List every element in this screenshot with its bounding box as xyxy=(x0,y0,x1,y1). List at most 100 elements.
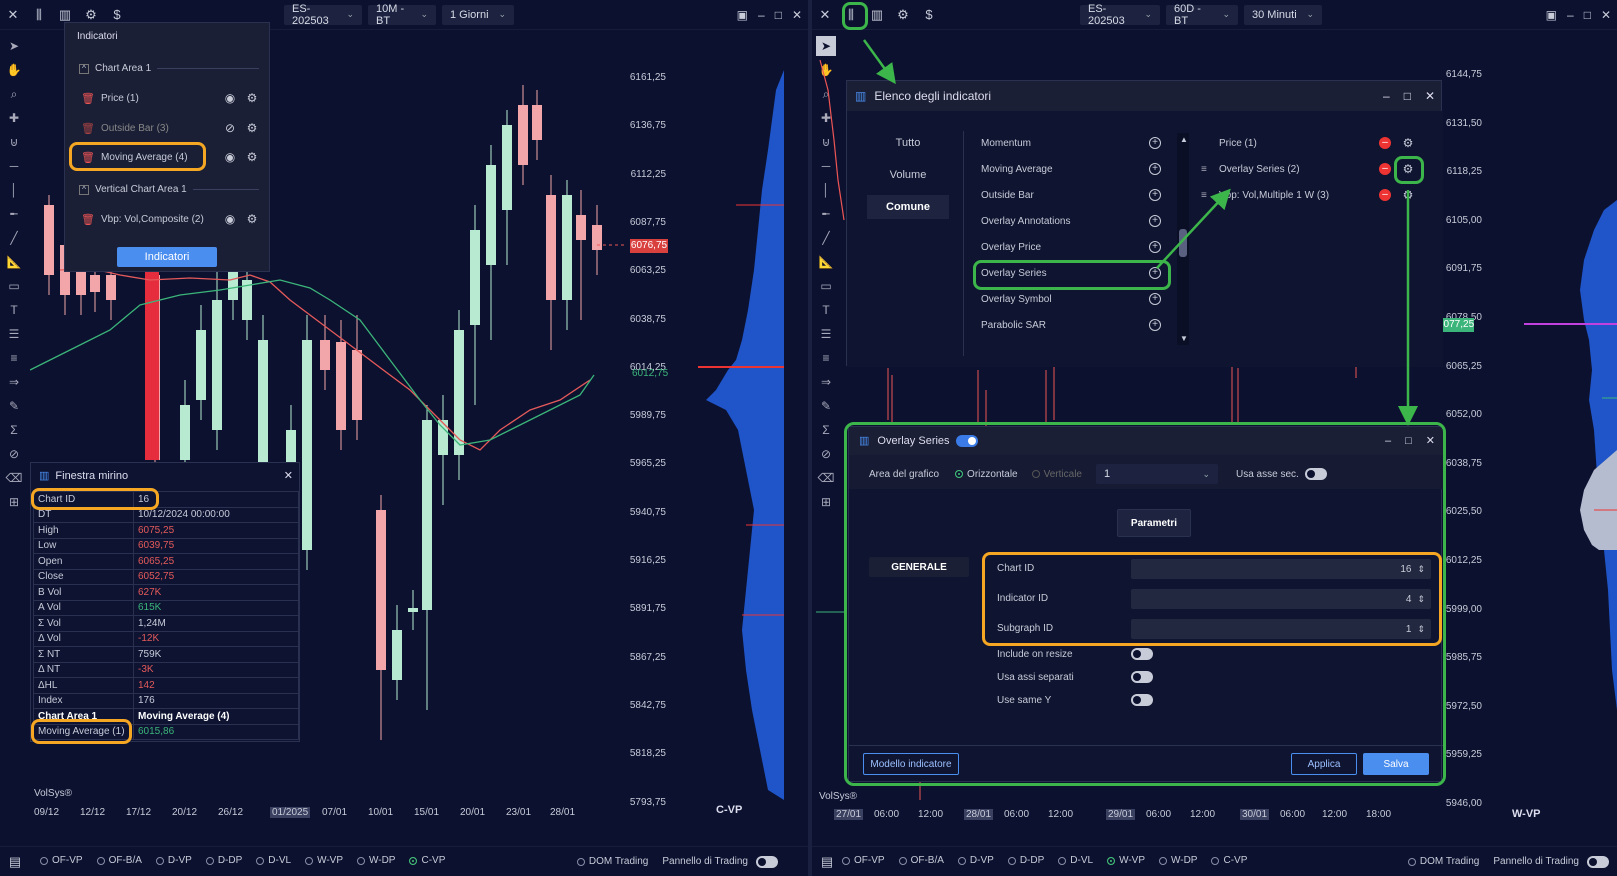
link-icon[interactable]: ⊘ xyxy=(820,447,832,461)
profile-radio[interactable]: D-VL xyxy=(256,855,291,866)
cursor-icon[interactable]: ➤ xyxy=(816,36,836,56)
profile-radio[interactable]: D-DP xyxy=(205,855,242,866)
crosshair-icon[interactable]: ✚ xyxy=(8,111,20,125)
fib-icon[interactable]: ☰ xyxy=(8,327,20,341)
rectangle-icon[interactable]: ▭ xyxy=(820,279,832,293)
collapse-icon[interactable]: ^ xyxy=(79,184,89,195)
collapse-icon[interactable]: ^ xyxy=(79,63,89,74)
option-toggle[interactable] xyxy=(1131,694,1153,706)
ray-icon[interactable]: ╾ xyxy=(822,207,830,221)
usa-asse-toggle[interactable] xyxy=(1304,468,1327,480)
add-icon[interactable]: + xyxy=(1149,293,1161,305)
profile-radio[interactable]: OF-VP xyxy=(40,855,83,866)
settings-icon[interactable]: ⚙ xyxy=(897,6,909,22)
ruler-icon[interactable]: 📐 xyxy=(818,255,834,269)
option-toggle[interactable] xyxy=(1131,671,1153,683)
drag-handle-icon[interactable]: ≡ xyxy=(1201,189,1207,201)
sum-icon[interactable]: Σ xyxy=(10,423,18,437)
pannello-toggle[interactable] xyxy=(756,855,778,868)
add-icon[interactable]: + xyxy=(1149,267,1161,279)
symbol-dropdown[interactable]: ES-202503 ⌄ xyxy=(284,3,362,27)
stepper-icon[interactable]: ⇕ xyxy=(1417,593,1425,604)
orizzontale-radio[interactable]: Orizzontale xyxy=(955,469,1018,480)
close-icon[interactable]: ✕ xyxy=(1425,435,1435,447)
add-icon[interactable]: + xyxy=(1149,319,1161,331)
text-icon[interactable]: T xyxy=(10,303,18,317)
available-indicator-item[interactable]: Outside Bar + xyxy=(981,189,1161,201)
magnet-icon[interactable]: ⊍ xyxy=(9,135,19,149)
trash-icon[interactable]: 🗑 xyxy=(81,151,95,164)
verticale-radio[interactable]: Verticale xyxy=(1031,469,1082,480)
lock-icon[interactable]: ⊞ xyxy=(820,495,832,509)
profile-radio[interactable]: OF-VP xyxy=(842,855,885,866)
profile-radio[interactable]: W-VP xyxy=(305,855,343,866)
remove-icon[interactable]: – xyxy=(1379,189,1391,201)
active-indicator-item[interactable]: Price (1) – ⚙ xyxy=(1201,136,1415,150)
arrow-icon[interactable]: ⇒ xyxy=(8,375,20,389)
indicators-icon[interactable]: ▥ xyxy=(870,6,884,22)
add-icon[interactable]: + xyxy=(1149,215,1161,227)
vertical-area-header[interactable]: ^ Vertical Chart Area 1 xyxy=(79,184,259,195)
timeframe-dropdown[interactable]: 10M - BT ⌄ xyxy=(368,3,436,27)
indicators-icon[interactable]: ▥ xyxy=(58,6,72,22)
profile-radio[interactable]: D-DP xyxy=(1007,855,1044,866)
period-dropdown[interactable]: 1 Giorni ⌄ xyxy=(442,4,514,25)
gear-icon[interactable]: ⚙ xyxy=(246,212,258,226)
sum-icon[interactable]: Σ xyxy=(822,423,830,437)
profile-radio[interactable]: OF-B/A xyxy=(96,855,142,866)
stepper-icon[interactable]: ⇕ xyxy=(1417,623,1425,634)
profile-radio[interactable]: OF-B/A xyxy=(898,855,944,866)
number-field[interactable]: 16 ⇕ xyxy=(1131,559,1431,579)
vline-icon[interactable]: │ xyxy=(10,183,18,197)
add-icon[interactable]: + xyxy=(1149,189,1161,201)
magnet-icon[interactable]: ⊍ xyxy=(821,135,831,149)
gear-icon[interactable]: ⚙ xyxy=(246,150,258,164)
stepper-icon[interactable]: ⇕ xyxy=(1417,563,1425,574)
gear-icon[interactable]: ⚙ xyxy=(1402,188,1414,202)
maximize-icon[interactable]: □ xyxy=(774,8,782,22)
vline-icon[interactable]: │ xyxy=(822,183,830,197)
remove-icon[interactable]: – xyxy=(1379,163,1391,175)
profile-radio[interactable]: W-DP xyxy=(357,855,395,866)
link-icon[interactable]: ⊘ xyxy=(8,447,20,461)
gear-icon[interactable]: ⚙ xyxy=(246,91,258,105)
number-field[interactable]: 4 ⇕ xyxy=(1131,589,1431,609)
indicator-row-price[interactable]: 🗑 Price (1) ◉ ⚙ xyxy=(81,91,259,105)
category-tutto[interactable]: Tutto xyxy=(895,137,921,149)
layout-icon[interactable]: ▣ xyxy=(736,8,748,22)
trash-icon[interactable]: 🗑 xyxy=(81,213,95,226)
trendline-icon[interactable]: ╱ xyxy=(10,231,18,245)
candles-icon[interactable]: ⫼ xyxy=(36,6,42,22)
indicator-row-moving-average[interactable]: 🗑 Moving Average (4) ◉ ⚙ xyxy=(81,150,259,164)
ruler-icon[interactable]: 📐 xyxy=(6,255,22,269)
close-window-icon[interactable]: ✕ xyxy=(1600,8,1611,22)
remove-icon[interactable]: – xyxy=(1379,137,1391,149)
profile-radio[interactable]: C-VP xyxy=(1211,855,1247,866)
number-field[interactable]: 1 ⇕ xyxy=(1131,619,1431,639)
eye-icon[interactable]: ◉ xyxy=(224,212,236,226)
category-comune[interactable]: Comune xyxy=(867,195,949,219)
chart-area-header[interactable]: ^ Chart Area 1 xyxy=(79,63,259,74)
series-enabled-toggle[interactable] xyxy=(955,434,978,447)
hline-icon[interactable]: ─ xyxy=(9,159,19,173)
period-dropdown[interactable]: 30 Minuti ⌄ xyxy=(1244,4,1322,25)
ray-icon[interactable]: ╾ xyxy=(10,207,18,221)
close-icon[interactable]: ✕ xyxy=(283,470,293,482)
close-window-icon[interactable]: ✕ xyxy=(791,8,802,22)
modello-indicatore-button[interactable]: Modello indicatore xyxy=(863,753,959,775)
profile-radio[interactable]: W-VP xyxy=(1107,855,1145,866)
pane-divider[interactable] xyxy=(808,0,812,876)
indicatori-button[interactable]: Indicatori xyxy=(117,247,217,267)
list-icon[interactable]: ≡ xyxy=(10,351,18,365)
minimize-icon[interactable]: – xyxy=(1383,89,1390,103)
lock-icon[interactable]: ⊞ xyxy=(8,495,20,509)
right-price-chart[interactable] xyxy=(816,30,1436,806)
list-scrollbar[interactable]: ▲ ▼ xyxy=(1177,133,1189,345)
zoom-icon[interactable]: ⌕ xyxy=(10,86,18,101)
dollar-icon[interactable]: $ xyxy=(925,7,933,22)
eraser-icon[interactable]: ⌫ xyxy=(817,471,835,485)
zoom-icon[interactable]: ⌕ xyxy=(822,86,830,101)
hand-icon[interactable]: ✋ xyxy=(6,63,22,77)
gear-icon[interactable]: ⚙ xyxy=(1402,136,1414,150)
dollar-icon[interactable]: $ xyxy=(113,7,121,22)
